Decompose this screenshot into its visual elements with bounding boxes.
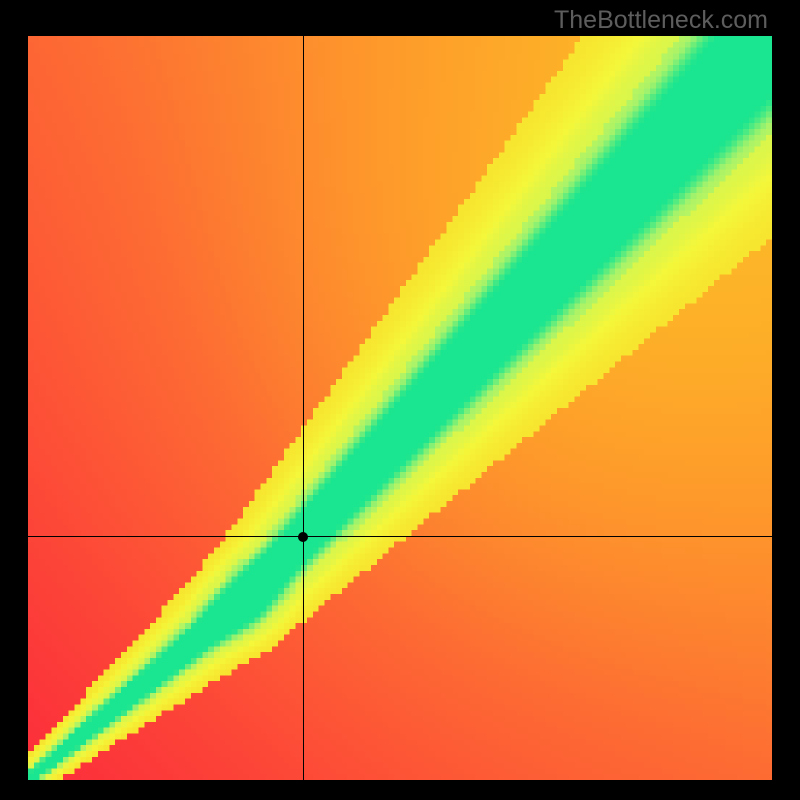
chart-frame: TheBottleneck.com	[0, 0, 800, 800]
watermark-text: TheBottleneck.com	[554, 6, 768, 35]
data-point-marker	[298, 532, 308, 542]
crosshair-horizontal	[28, 536, 772, 537]
plot-area	[28, 36, 772, 780]
crosshair-vertical	[303, 36, 304, 780]
bottleneck-heatmap	[28, 36, 772, 780]
